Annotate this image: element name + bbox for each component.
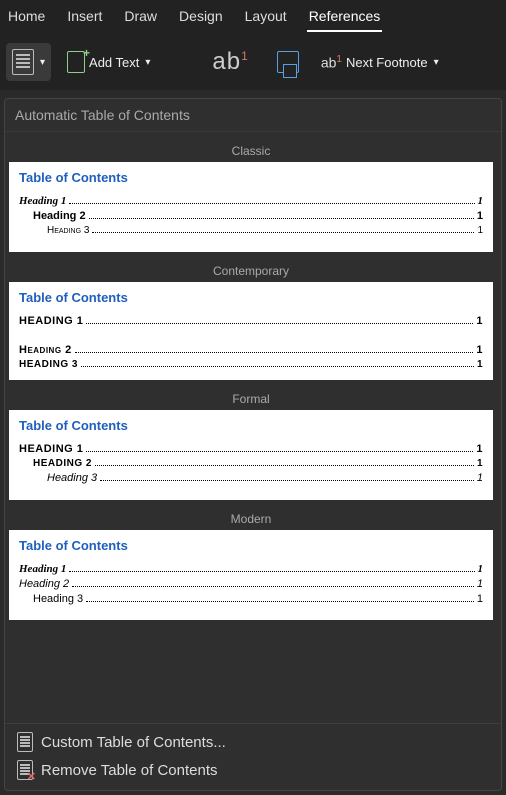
ribbon-toolbar: ▾ Add Text ▾ ab1 ab1 Next Footnote ▾ [0, 34, 506, 90]
notes-pane-icon [277, 51, 299, 73]
preview-heading-line: Heading 21 [19, 344, 483, 356]
tab-draw[interactable]: Draw [122, 2, 159, 32]
tab-home[interactable]: Home [6, 2, 47, 32]
add-text-button[interactable]: Add Text ▾ [61, 45, 156, 79]
style-label: Contemporary [9, 258, 493, 282]
preview-heading-line: Heading 21 [33, 210, 483, 222]
toc-style-classic[interactable]: Classic Table of Contents Heading 11 Headin… [9, 138, 493, 252]
ribbon-tabs: Home Insert Draw Design Layout Reference… [0, 0, 506, 34]
preview-heading-line: HEADING 11 [19, 443, 483, 455]
toc-dropdown-button[interactable]: ▾ [6, 43, 51, 81]
custom-toc-label: Custom Table of Contents... [41, 734, 226, 751]
style-label: Classic [9, 138, 493, 162]
toc-style-formal[interactable]: Formal Table of Contents HEADING 11 Heading… [9, 386, 493, 500]
add-page-icon [67, 51, 85, 73]
toc-gallery-panel: Automatic Table of Contents ClassicTable… [4, 98, 502, 791]
style-preview: Table of Contents Heading 11 Heading 21 Hea… [9, 162, 493, 252]
preview-heading-line: Heading 21 [19, 578, 483, 590]
preview-heading-line: Heading 31 [33, 593, 483, 605]
preview-heading-line: Heading 11 [19, 563, 483, 575]
next-footnote-button[interactable]: ab1 Next Footnote ▾ [315, 48, 445, 77]
document-icon [12, 49, 34, 75]
chevron-down-icon: ▾ [434, 57, 439, 68]
show-notes-button[interactable] [271, 45, 305, 79]
preview-toc-title: Table of Contents [19, 418, 483, 433]
insert-footnote-button[interactable]: ab1 [200, 42, 260, 82]
document-icon [17, 732, 33, 752]
preview-heading-line: Heading 31 [47, 225, 483, 236]
toc-style-contemporary[interactable]: Contemporary Table of Contents HEADING 11 H… [9, 258, 493, 380]
tab-references[interactable]: References [307, 2, 383, 32]
style-preview: Table of Contents HEADING 11 Heading 21 Hea… [9, 410, 493, 500]
style-preview: Table of Contents HEADING 11 Heading 21 Hea… [9, 282, 493, 380]
add-text-label: Add Text [89, 55, 139, 70]
preview-heading-line: Heading 11 [19, 195, 483, 207]
preview-toc-title: Table of Contents [19, 538, 483, 553]
tab-layout[interactable]: Layout [243, 2, 289, 32]
preview-heading-line: HEADING 11 [19, 315, 483, 327]
custom-toc-button[interactable]: Custom Table of Contents... [13, 728, 493, 756]
preview-toc-title: Table of Contents [19, 290, 483, 305]
remove-toc-button[interactable]: ✕ Remove Table of Contents [13, 756, 493, 784]
style-label: Formal [9, 386, 493, 410]
preview-heading-line: Heading 31 [47, 472, 483, 484]
next-footnote-icon: ab1 [321, 54, 342, 71]
preview-heading-line: Heading 21 [33, 458, 483, 469]
panel-title: Automatic Table of Contents [5, 99, 501, 132]
panel-footer: Custom Table of Contents... ✕ Remove Tab… [5, 723, 501, 790]
toc-style-modern[interactable]: Modern Table of Contents Heading 11 Heading… [9, 506, 493, 620]
preview-heading-line: Heading 31 [19, 359, 483, 370]
preview-toc-title: Table of Contents [19, 170, 483, 185]
chevron-down-icon: ▾ [145, 57, 150, 68]
tab-design[interactable]: Design [177, 2, 225, 32]
next-footnote-label: Next Footnote [346, 55, 428, 70]
remove-toc-label: Remove Table of Contents [41, 762, 218, 779]
tab-insert[interactable]: Insert [65, 2, 104, 32]
chevron-down-icon: ▾ [40, 57, 45, 68]
ab-footnote-icon: ab1 [206, 48, 254, 76]
style-preview: Table of Contents Heading 11 Heading 21 Hea… [9, 530, 493, 620]
style-label: Modern [9, 506, 493, 530]
document-remove-icon: ✕ [17, 760, 33, 780]
toc-style-scroll[interactable]: Classic Table of Contents Heading 11 Headin… [5, 132, 501, 723]
